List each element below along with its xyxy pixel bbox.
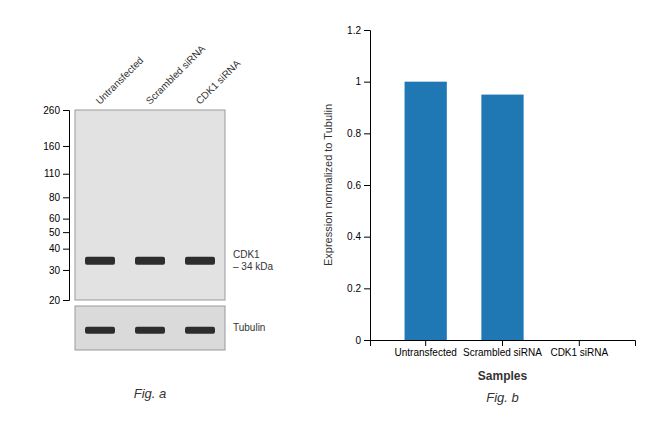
tick: 50	[49, 227, 69, 238]
bar	[481, 95, 523, 340]
band	[135, 257, 165, 265]
tick: 80	[49, 192, 69, 203]
tick-mark	[364, 185, 370, 186]
tick-mark	[63, 110, 69, 111]
tick-mark	[63, 197, 69, 198]
tick: CDK1 siRNA	[550, 340, 608, 358]
tubulin-band	[135, 327, 165, 334]
tick-mark	[364, 237, 370, 238]
axis-line	[63, 111, 70, 301]
tick: 30	[49, 265, 69, 276]
axis-line	[364, 31, 371, 341]
bars	[405, 82, 524, 340]
tick-mark	[63, 219, 69, 220]
tick-label: 260	[43, 105, 60, 116]
tick-mark	[425, 340, 426, 346]
tick: 160	[43, 141, 69, 152]
tick: 60	[49, 213, 69, 224]
tick: Untransfected	[395, 340, 457, 358]
tick-mark	[364, 82, 370, 83]
band	[85, 257, 115, 265]
tick-label: 40	[49, 243, 61, 254]
tick-mark	[63, 146, 69, 147]
tick-label: 0.2	[347, 283, 361, 294]
blot-panel: 260160110806050403020UntransfectedScramb…	[43, 43, 273, 401]
tubulin-strip	[75, 306, 225, 350]
tick-mark	[364, 133, 370, 134]
tick-label: 30	[49, 265, 61, 276]
tick-label: 0.8	[347, 128, 361, 139]
gel	[75, 110, 225, 300]
tick-label: 80	[49, 192, 61, 203]
tick-label: 1.2	[347, 25, 361, 36]
tick-mark	[63, 249, 69, 250]
caption: Fig. a	[134, 386, 167, 401]
lane-label: CDK1 siRNA	[194, 58, 243, 107]
bar	[405, 82, 447, 340]
mw-axis: 260 160 110 80 60 50 40 30 20	[43, 105, 69, 306]
tick-label: 160	[43, 141, 60, 152]
tick-mark	[63, 300, 69, 301]
tick: 40	[49, 243, 69, 254]
tick-mark	[364, 30, 370, 31]
tick-mark	[502, 340, 503, 346]
tick: 260	[43, 105, 69, 116]
text-line: – 34 kDa	[233, 260, 273, 271]
tick-mark	[364, 340, 370, 341]
tick: 0	[355, 335, 370, 346]
tubulin-band	[85, 327, 115, 334]
band	[185, 257, 215, 265]
tick: 0.6	[347, 180, 370, 191]
figure: 260 160 110 80 60 50 40 30 20 Untransfected Scramb…	[0, 0, 650, 422]
bands	[85, 257, 215, 265]
tick-label: 0.6	[347, 180, 361, 191]
tick-label: CDK1 siRNA	[550, 347, 608, 358]
tick: 0.8	[347, 128, 370, 139]
tick-mark	[63, 270, 69, 271]
tick-label: 0.4	[347, 231, 361, 242]
tubulin-band	[185, 327, 215, 334]
text-line: CDK1	[233, 248, 260, 259]
tick-label: 0	[355, 335, 361, 346]
x-axis-title: Samples	[478, 369, 528, 383]
tick: 110	[44, 168, 69, 179]
tick-mark	[364, 288, 370, 289]
tick-label: 1	[355, 76, 361, 87]
bar-panel: 0 0.2 0.4 0.6 0.8 1 1.2 Untransfected Scrambled …	[322, 25, 636, 405]
lane-label: Untransfected	[94, 55, 146, 107]
tick-mark	[63, 174, 69, 175]
tick-mark	[579, 340, 580, 346]
tick-label: 20	[49, 295, 61, 306]
tick-label: 50	[49, 227, 61, 238]
x-axis: Untransfected Scrambled siRNA CDK1 siRNA	[371, 340, 636, 358]
bar	[558, 340, 600, 341]
tick-mark	[63, 232, 69, 233]
tick: 1.2	[347, 25, 370, 36]
y-axis: 0 0.2 0.4 0.6 0.8 1 1.2	[347, 25, 370, 346]
caption: Fig. b	[486, 390, 519, 405]
tick: 1	[355, 76, 370, 87]
tick-label: 60	[49, 213, 61, 224]
strip-label: Tubulin	[233, 322, 265, 333]
axis-line	[371, 341, 636, 347]
tick: 0.4	[347, 231, 370, 242]
y-axis-title: Expression normalized to Tubulin	[322, 104, 334, 266]
tick-label: Untransfected	[395, 347, 457, 358]
tick: 20	[49, 295, 69, 306]
tick: Scrambled siRNA	[463, 340, 542, 358]
tick-label: 110	[44, 168, 60, 179]
band-label: CDK1– 34 kDa	[233, 248, 273, 271]
tick: 0.2	[347, 283, 370, 294]
tick-label: Scrambled siRNA	[463, 347, 542, 358]
